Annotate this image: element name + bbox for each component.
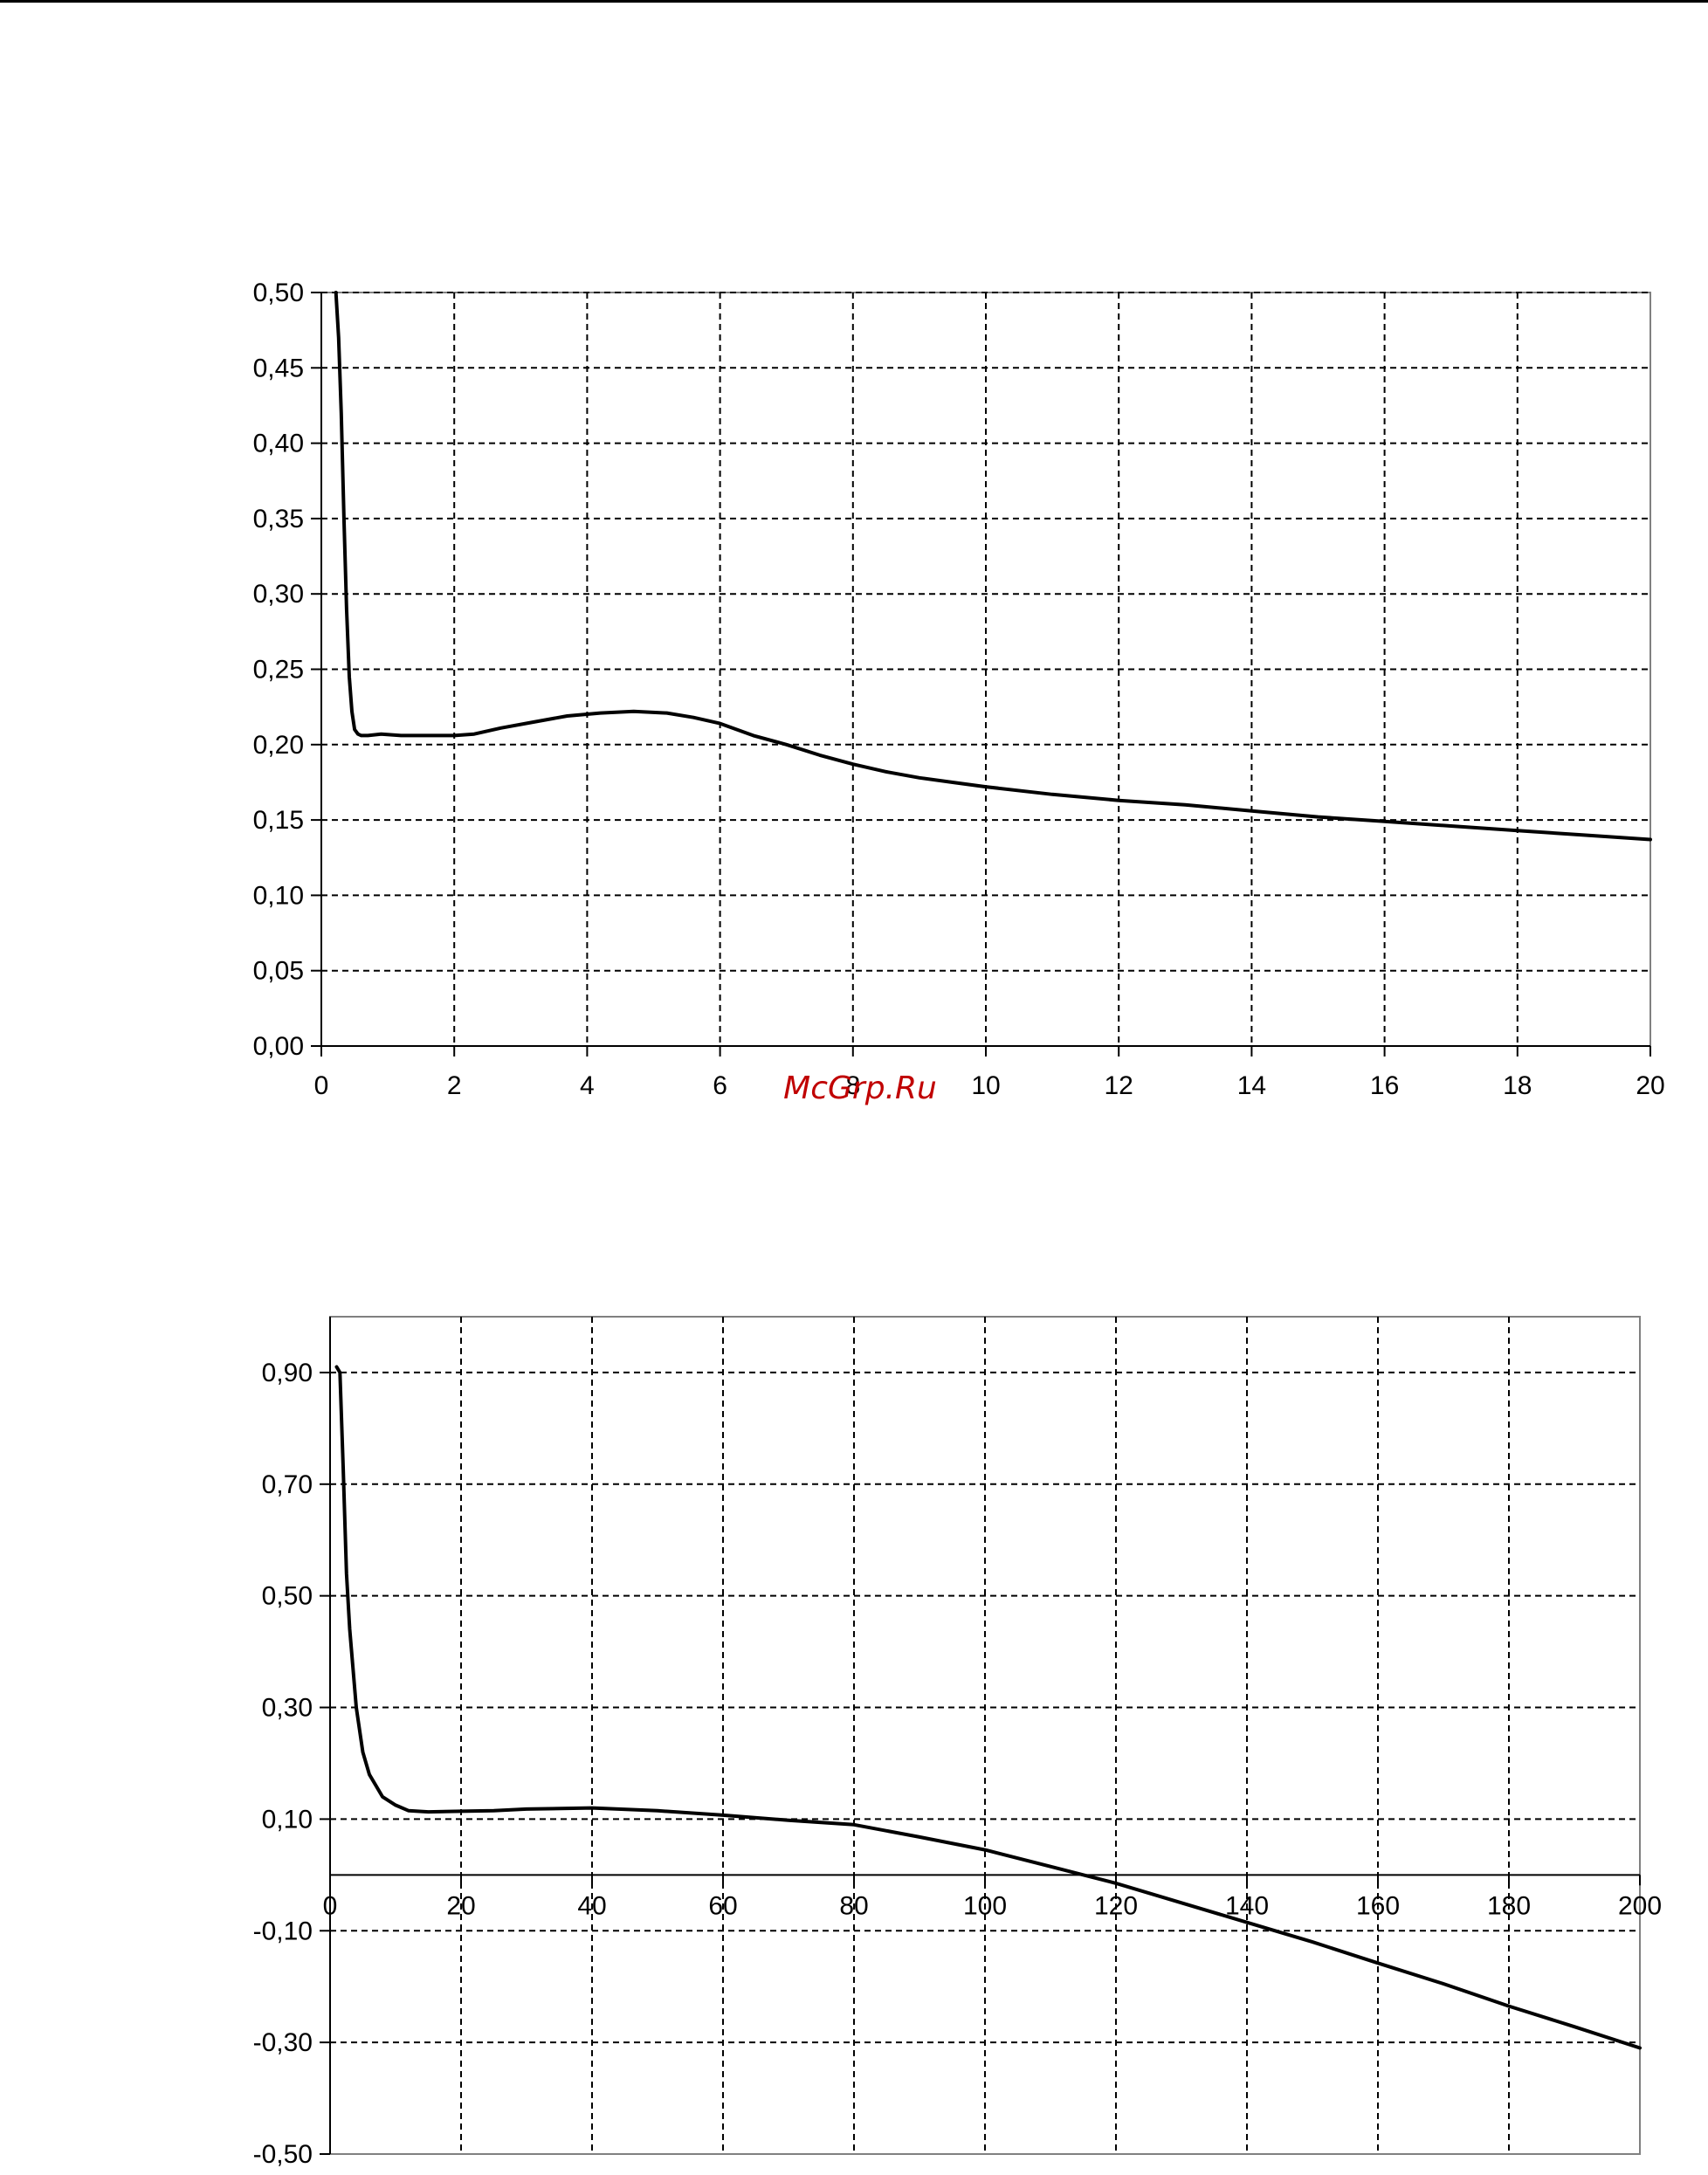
chart-2: -0,50 -0,30 -0,10 0,10 0,30 0,50 0,70 0,90 0 20 40… (253, 1316, 1662, 2169)
x-tick-label: 20 (1636, 1071, 1664, 1100)
x-tick-label: 14 (1237, 1071, 1266, 1100)
x-tick-label: 80 (839, 1891, 868, 1920)
x-tick-label: 200 (1618, 1891, 1662, 1920)
series-line-1 (334, 291, 1652, 842)
x-tick-label: 16 (1370, 1071, 1399, 1100)
y-tick-label: 0,50 (262, 1582, 313, 1611)
y-tick-label: 0,10 (262, 1805, 313, 1834)
y-tick-label: 0,70 (262, 1470, 313, 1499)
plot-frame (329, 1316, 1641, 2155)
y-tick-label: 0,05 (253, 957, 304, 986)
x-tick-label: 20 (446, 1891, 475, 1920)
y-tick-label: 0,20 (253, 731, 304, 760)
y-tick-label: 0,15 (253, 806, 304, 835)
x-tick-label: 100 (963, 1891, 1007, 1920)
y-tick-label: -0,30 (253, 2028, 313, 2057)
x-tick-label: 4 (580, 1071, 595, 1100)
x-tick-label: 2 (447, 1071, 462, 1100)
y-tick-label: 0,40 (253, 430, 304, 458)
y-tick-label: 0,50 (253, 279, 304, 307)
series-line-1 (334, 1365, 1642, 2050)
y-tick-label: 0,90 (262, 1359, 313, 1387)
watermark-text: McGrp.Ru (783, 1070, 937, 1106)
x-tick-label: 6 (713, 1071, 727, 1100)
x-tick-label: 120 (1094, 1891, 1138, 1920)
y-tick-label: 0,35 (253, 505, 304, 533)
y-tick-label: 0,30 (253, 580, 304, 609)
y-tick-label: 0,00 (253, 1032, 304, 1061)
x-tick-label: 180 (1487, 1891, 1531, 1920)
y-tick-label: 0,10 (253, 881, 304, 910)
x-tick-label: 0 (314, 1071, 329, 1100)
chart-1: 0,00 0,05 0,10 0,15 0,20 0,25 0,30 0,35 0,40 0,45… (253, 279, 1665, 1100)
x-tick-label: 0 (323, 1891, 338, 1920)
x-tick-label: 60 (708, 1891, 737, 1920)
y-tick-label: 0,30 (262, 1694, 313, 1723)
x-tick-label: 8 (845, 1071, 860, 1100)
y-tick-label: -0,10 (253, 1917, 313, 1945)
y-tick-label: 0,45 (253, 354, 304, 382)
x-tick-label: 18 (1503, 1071, 1532, 1100)
x-tick-label: 12 (1105, 1071, 1133, 1100)
y-tick-label: -0,50 (253, 2140, 313, 2169)
x-tick-label: 40 (577, 1891, 606, 1920)
x-tick-label: 10 (971, 1071, 1000, 1100)
x-tick-label: 160 (1356, 1891, 1400, 1920)
y-tick-label: 0,25 (253, 656, 304, 685)
x-tick-label: 140 (1225, 1891, 1269, 1920)
top-rule (0, 0, 1708, 3)
